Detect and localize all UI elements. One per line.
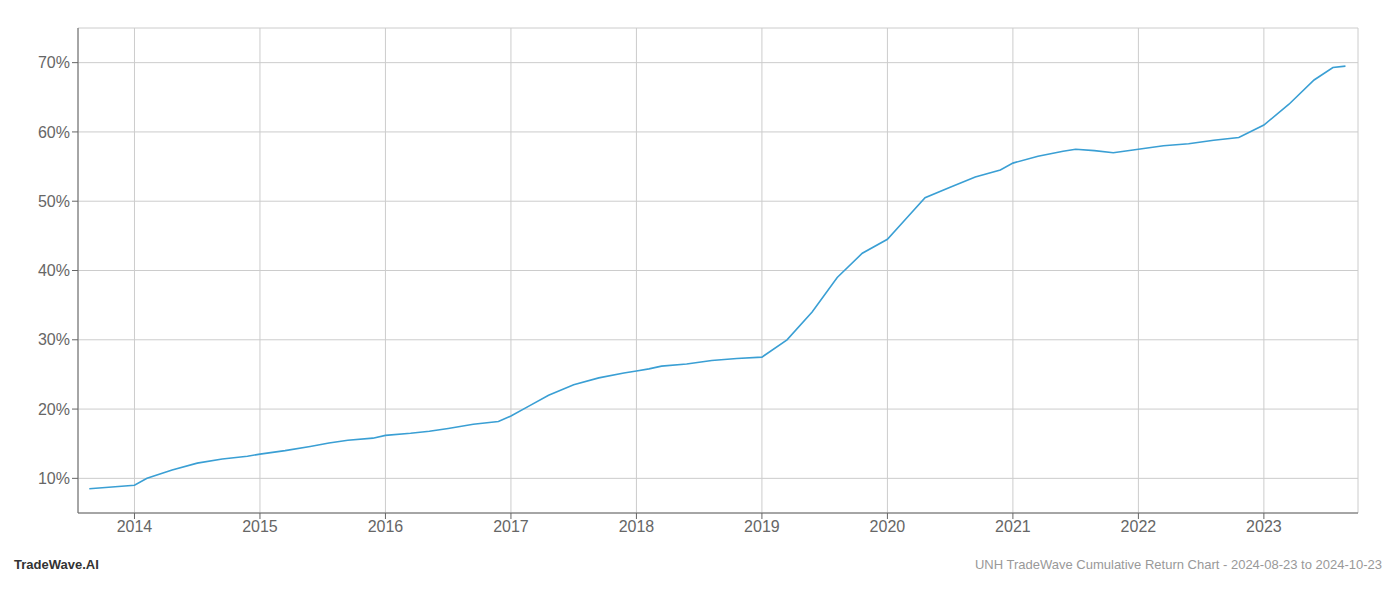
svg-text:70%: 70% [38, 54, 70, 71]
svg-text:2023: 2023 [1246, 518, 1282, 535]
svg-text:2018: 2018 [619, 518, 655, 535]
svg-text:2014: 2014 [117, 518, 153, 535]
svg-text:2019: 2019 [744, 518, 780, 535]
svg-text:2015: 2015 [242, 518, 278, 535]
svg-text:30%: 30% [38, 331, 70, 348]
html-text:TradeWave.AI: TradeWave.AI [14, 557, 99, 572]
svg-text:2020: 2020 [870, 518, 906, 535]
svg-text:40%: 40% [38, 262, 70, 279]
svg-text:60%: 60% [38, 124, 70, 141]
svg-text:10%: 10% [38, 470, 70, 487]
svg-text:2021: 2021 [995, 518, 1031, 535]
svg-text:2016: 2016 [368, 518, 404, 535]
svg-text:2022: 2022 [1121, 518, 1157, 535]
svg-text:2017: 2017 [493, 518, 529, 535]
svg-text:50%: 50% [38, 193, 70, 210]
svg-text:20%: 20% [38, 401, 70, 418]
html-text:UNH TradeWave Cumulative Retur: UNH TradeWave Cumulative Return Chart - … [974, 557, 1382, 572]
